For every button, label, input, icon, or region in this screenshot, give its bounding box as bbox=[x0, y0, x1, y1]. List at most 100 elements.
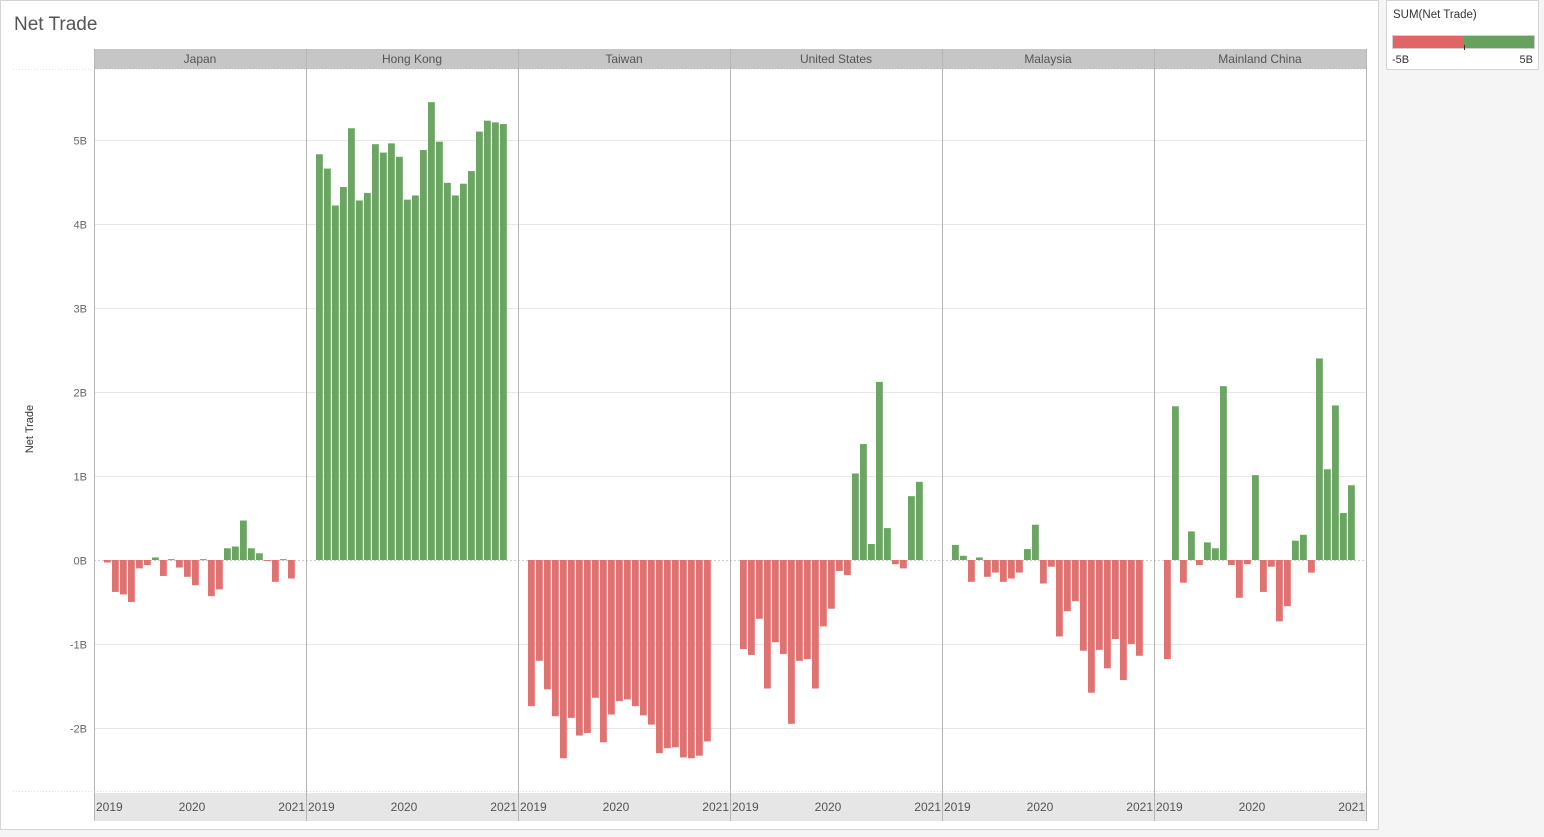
bar-japan[interactable] bbox=[264, 560, 271, 561]
panel-header-united-states[interactable]: United States bbox=[800, 52, 872, 66]
bar-malaysia[interactable] bbox=[1120, 560, 1127, 681]
bar-mainland-china[interactable] bbox=[1220, 386, 1227, 560]
bar-united-states[interactable] bbox=[852, 473, 859, 560]
bar-taiwan[interactable] bbox=[536, 560, 543, 661]
bar-hong-kong[interactable] bbox=[420, 150, 427, 560]
bar-united-states[interactable] bbox=[788, 560, 795, 724]
bar-united-states[interactable] bbox=[812, 560, 819, 689]
bar-mainland-china[interactable] bbox=[1244, 560, 1251, 565]
bar-mainland-china[interactable] bbox=[1276, 560, 1283, 622]
bar-japan[interactable] bbox=[224, 548, 231, 560]
bar-taiwan[interactable] bbox=[528, 560, 535, 707]
bar-japan[interactable] bbox=[168, 559, 175, 561]
bar-mainland-china[interactable] bbox=[1252, 475, 1259, 560]
bar-malaysia[interactable] bbox=[1080, 560, 1087, 651]
bar-mainland-china[interactable] bbox=[1332, 405, 1339, 560]
bar-mainland-china[interactable] bbox=[1260, 560, 1267, 592]
bar-japan[interactable] bbox=[288, 560, 295, 579]
bar-united-states[interactable] bbox=[860, 444, 867, 560]
bar-hong-kong[interactable] bbox=[316, 154, 323, 560]
bar-malaysia[interactable] bbox=[976, 557, 983, 560]
bar-united-states[interactable] bbox=[804, 560, 811, 660]
bar-united-states[interactable] bbox=[772, 560, 779, 643]
bar-taiwan[interactable] bbox=[696, 560, 703, 756]
bar-japan[interactable] bbox=[104, 560, 111, 563]
panel-header-hong-kong[interactable]: Hong Kong bbox=[382, 52, 442, 66]
panel-header-taiwan[interactable]: Taiwan bbox=[605, 52, 642, 66]
bar-malaysia[interactable] bbox=[1000, 560, 1007, 582]
bar-taiwan[interactable] bbox=[600, 560, 607, 743]
bar-hong-kong[interactable] bbox=[468, 171, 475, 560]
bar-malaysia[interactable] bbox=[1104, 560, 1111, 669]
bar-japan[interactable] bbox=[192, 560, 199, 586]
bar-taiwan[interactable] bbox=[672, 560, 679, 748]
bar-taiwan[interactable] bbox=[664, 560, 671, 749]
bar-hong-kong[interactable] bbox=[372, 144, 379, 560]
bar-malaysia[interactable] bbox=[1064, 560, 1071, 612]
bar-malaysia[interactable] bbox=[1024, 549, 1031, 560]
bar-malaysia[interactable] bbox=[1040, 560, 1047, 584]
bar-united-states[interactable] bbox=[836, 560, 843, 571]
bar-hong-kong[interactable] bbox=[460, 183, 467, 560]
bar-taiwan[interactable] bbox=[584, 560, 591, 734]
bar-united-states[interactable] bbox=[828, 560, 835, 609]
panel-header-japan[interactable]: Japan bbox=[184, 52, 217, 66]
bar-mainland-china[interactable] bbox=[1324, 469, 1331, 560]
bar-hong-kong[interactable] bbox=[492, 122, 499, 561]
bar-mainland-china[interactable] bbox=[1228, 560, 1235, 566]
bar-japan[interactable] bbox=[112, 560, 119, 592]
bar-hong-kong[interactable] bbox=[484, 120, 491, 561]
bar-taiwan[interactable] bbox=[688, 560, 695, 759]
bar-taiwan[interactable] bbox=[648, 560, 655, 725]
bar-hong-kong[interactable] bbox=[364, 192, 371, 561]
bar-japan[interactable] bbox=[280, 559, 287, 561]
bar-japan[interactable] bbox=[248, 548, 255, 560]
bar-mainland-china[interactable] bbox=[1236, 560, 1243, 598]
bar-malaysia[interactable] bbox=[1128, 560, 1135, 644]
color-legend[interactable]: SUM(Net Trade) -5B 5B bbox=[1386, 0, 1539, 70]
bar-japan[interactable] bbox=[232, 546, 239, 560]
bar-taiwan[interactable] bbox=[704, 560, 711, 742]
bar-united-states[interactable] bbox=[844, 560, 851, 576]
bar-malaysia[interactable] bbox=[984, 560, 991, 577]
bar-mainland-china[interactable] bbox=[1348, 485, 1355, 560]
bar-mainland-china[interactable] bbox=[1340, 512, 1347, 560]
bar-malaysia[interactable] bbox=[952, 544, 959, 560]
bar-taiwan[interactable] bbox=[560, 560, 567, 759]
bar-malaysia[interactable] bbox=[1032, 524, 1039, 560]
bar-united-states[interactable] bbox=[748, 560, 755, 655]
bar-taiwan[interactable] bbox=[544, 560, 551, 690]
bar-hong-kong[interactable] bbox=[428, 102, 435, 560]
bar-malaysia[interactable] bbox=[1016, 560, 1023, 573]
bar-japan[interactable] bbox=[128, 560, 135, 602]
bar-hong-kong[interactable] bbox=[332, 205, 339, 560]
bar-japan[interactable] bbox=[200, 559, 207, 561]
bar-japan[interactable] bbox=[144, 560, 151, 566]
bar-japan[interactable] bbox=[136, 560, 143, 569]
bar-united-states[interactable] bbox=[916, 481, 923, 560]
bar-united-states[interactable] bbox=[820, 560, 827, 627]
bar-united-states[interactable] bbox=[908, 496, 915, 560]
bar-malaysia[interactable] bbox=[1056, 560, 1063, 637]
bar-hong-kong[interactable] bbox=[404, 199, 411, 560]
bar-mainland-china[interactable] bbox=[1308, 560, 1315, 573]
bar-hong-kong[interactable] bbox=[356, 200, 363, 561]
bar-united-states[interactable] bbox=[764, 560, 771, 689]
bar-hong-kong[interactable] bbox=[452, 195, 459, 560]
bar-taiwan[interactable] bbox=[624, 560, 631, 700]
bar-united-states[interactable] bbox=[868, 544, 875, 560]
bar-taiwan[interactable] bbox=[592, 560, 599, 698]
bar-japan[interactable] bbox=[160, 560, 167, 576]
bar-japan[interactable] bbox=[208, 560, 215, 597]
bar-japan[interactable] bbox=[152, 557, 159, 560]
bar-hong-kong[interactable] bbox=[396, 156, 403, 561]
bar-japan[interactable] bbox=[184, 560, 191, 577]
bar-united-states[interactable] bbox=[892, 560, 899, 565]
bar-japan[interactable] bbox=[216, 560, 223, 590]
bar-hong-kong[interactable] bbox=[476, 131, 483, 560]
bar-mainland-china[interactable] bbox=[1188, 531, 1195, 560]
bar-japan[interactable] bbox=[272, 560, 279, 582]
bar-mainland-china[interactable] bbox=[1196, 560, 1203, 566]
bar-hong-kong[interactable] bbox=[380, 152, 387, 560]
bar-taiwan[interactable] bbox=[680, 560, 687, 758]
